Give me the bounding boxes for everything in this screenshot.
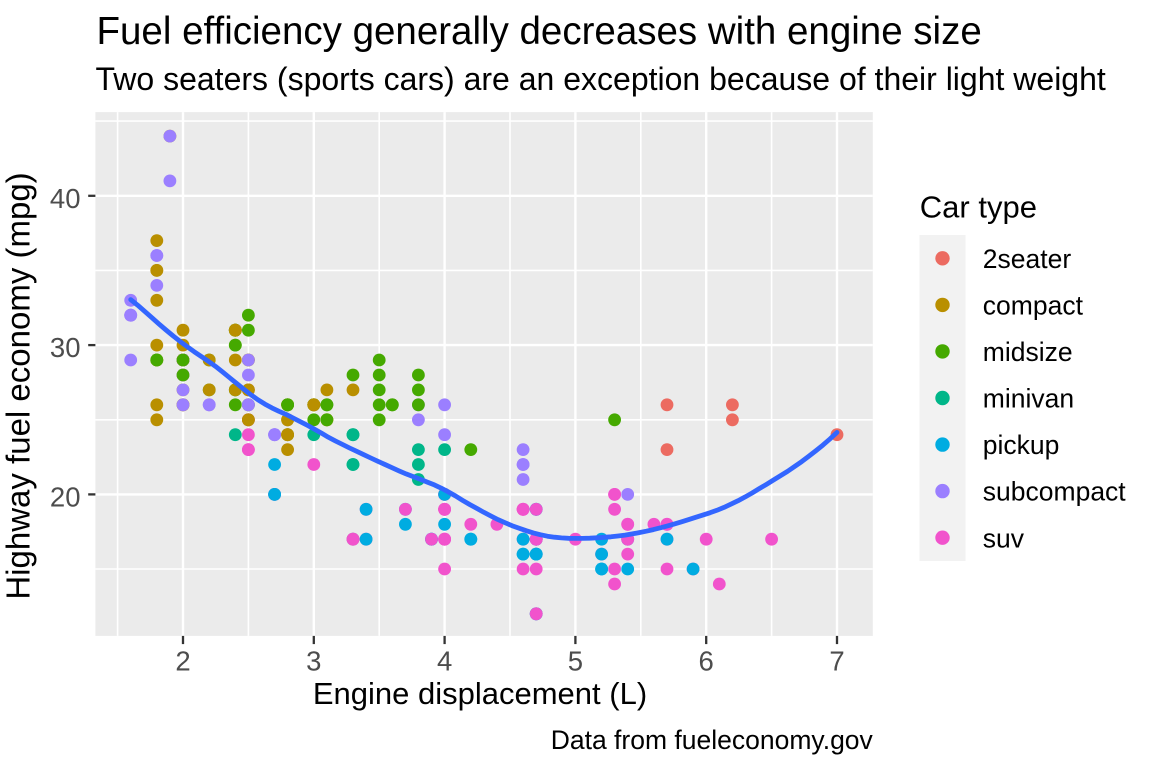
svg-text:suv: suv — [983, 523, 1025, 553]
svg-text:minivan: minivan — [983, 384, 1074, 414]
svg-text:2: 2 — [175, 646, 190, 677]
svg-text:Car type: Car type — [920, 190, 1037, 225]
svg-text:Fuel efficiency generally decr: Fuel efficiency generally decreases with… — [97, 10, 982, 53]
svg-text:pickup: pickup — [983, 430, 1060, 460]
svg-text:4: 4 — [437, 646, 452, 677]
svg-text:2seater: 2seater — [983, 244, 1072, 274]
svg-text:3: 3 — [306, 646, 321, 677]
svg-text:midsize: midsize — [983, 337, 1073, 367]
svg-text:Data from fueleconomy.gov: Data from fueleconomy.gov — [551, 725, 874, 755]
svg-text:5: 5 — [568, 646, 583, 677]
svg-text:7: 7 — [829, 646, 844, 677]
svg-text:Two seaters (sports cars) are: Two seaters (sports cars) are an excepti… — [96, 61, 1106, 97]
svg-text:Engine displacement (L): Engine displacement (L) — [313, 676, 647, 711]
svg-text:Highway fuel economy (mpg): Highway fuel economy (mpg) — [0, 172, 37, 599]
svg-text:subcompact: subcompact — [983, 477, 1127, 507]
svg-text:compact: compact — [983, 291, 1084, 321]
svg-text:40: 40 — [50, 183, 81, 214]
svg-text:20: 20 — [50, 481, 81, 512]
svg-text:30: 30 — [50, 332, 81, 363]
svg-text:6: 6 — [699, 646, 714, 677]
